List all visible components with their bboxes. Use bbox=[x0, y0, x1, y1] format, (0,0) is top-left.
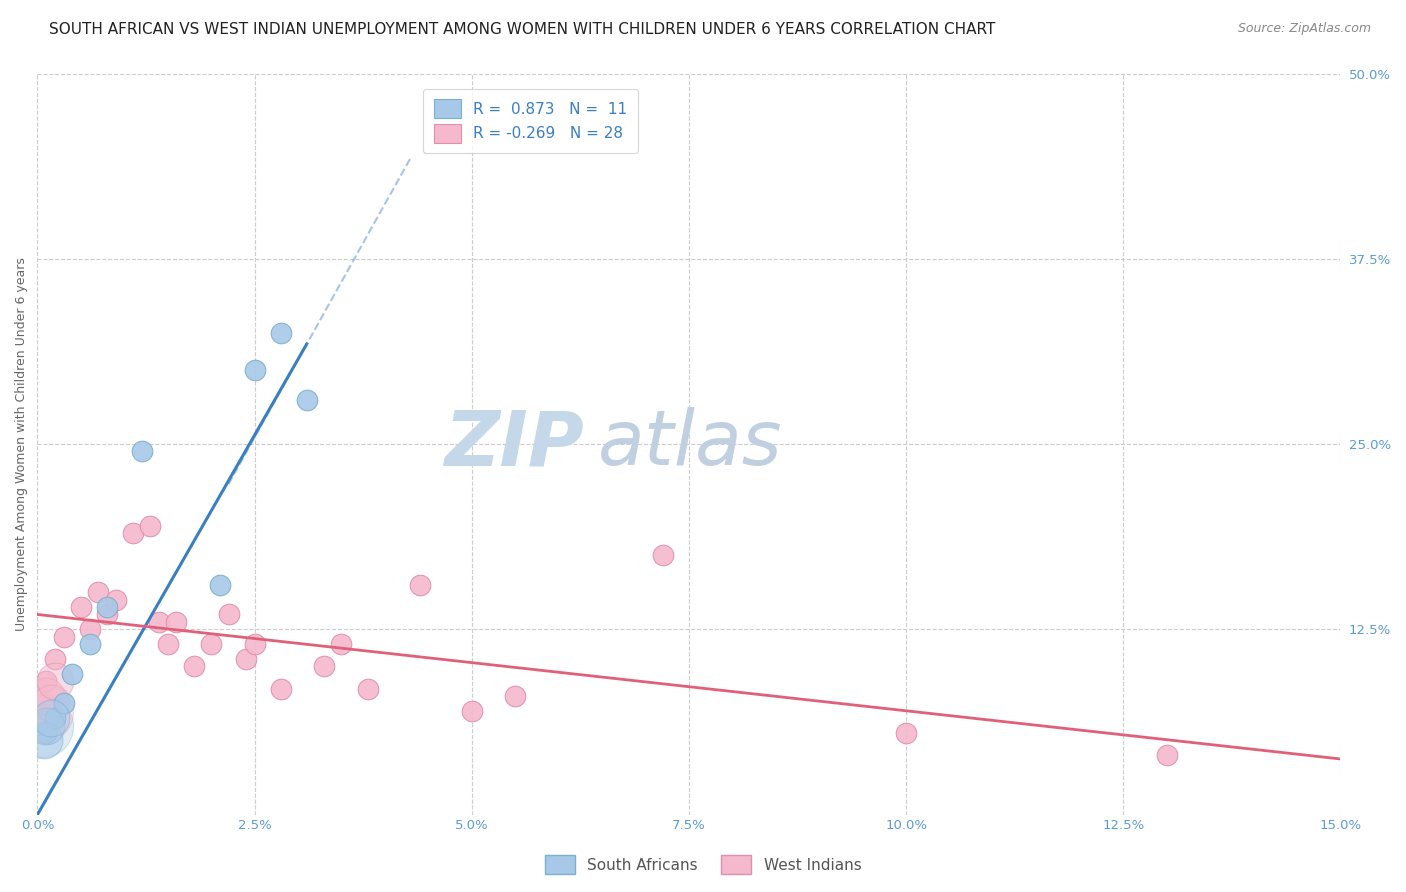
Point bbox=[139, 518, 162, 533]
Point bbox=[243, 637, 266, 651]
Point bbox=[503, 689, 526, 703]
Point bbox=[270, 681, 292, 696]
Point bbox=[408, 578, 430, 592]
Point bbox=[461, 704, 484, 718]
Text: SOUTH AFRICAN VS WEST INDIAN UNEMPLOYMENT AMONG WOMEN WITH CHILDREN UNDER 6 YEAR: SOUTH AFRICAN VS WEST INDIAN UNEMPLOYMEN… bbox=[49, 22, 995, 37]
Point bbox=[87, 585, 110, 599]
Point bbox=[122, 525, 145, 540]
Point bbox=[52, 697, 75, 711]
Point bbox=[183, 659, 205, 673]
Point bbox=[200, 637, 222, 651]
Point bbox=[52, 630, 75, 644]
Point bbox=[31, 704, 53, 718]
Text: Source: ZipAtlas.com: Source: ZipAtlas.com bbox=[1237, 22, 1371, 36]
Point bbox=[165, 615, 187, 629]
Point bbox=[70, 600, 93, 615]
Point bbox=[651, 548, 673, 562]
Point bbox=[235, 652, 257, 666]
Legend: South Africans, West Indians: South Africans, West Indians bbox=[538, 849, 868, 880]
Point bbox=[60, 666, 83, 681]
Point bbox=[35, 674, 58, 689]
Y-axis label: Unemployment Among Women with Children Under 6 years: Unemployment Among Women with Children U… bbox=[15, 257, 28, 631]
Point bbox=[44, 711, 66, 725]
Point bbox=[208, 578, 231, 592]
Point bbox=[96, 600, 118, 615]
Point bbox=[31, 718, 53, 732]
Point bbox=[295, 392, 318, 407]
Point bbox=[1156, 748, 1178, 763]
Point bbox=[314, 659, 336, 673]
Point bbox=[894, 726, 917, 740]
Point bbox=[35, 718, 58, 732]
Point bbox=[131, 444, 153, 458]
Point bbox=[156, 637, 179, 651]
Point bbox=[270, 326, 292, 340]
Point bbox=[104, 592, 127, 607]
Point bbox=[35, 726, 58, 740]
Point bbox=[39, 697, 62, 711]
Point bbox=[79, 637, 101, 651]
Point bbox=[39, 711, 62, 725]
Text: atlas: atlas bbox=[598, 407, 782, 481]
Point bbox=[34, 733, 56, 747]
Point bbox=[330, 637, 353, 651]
Point bbox=[243, 363, 266, 377]
Point bbox=[79, 622, 101, 636]
Point bbox=[44, 652, 66, 666]
Point bbox=[96, 607, 118, 622]
Point bbox=[31, 704, 53, 718]
Legend: R =  0.873   N =  11, R = -0.269   N = 28: R = 0.873 N = 11, R = -0.269 N = 28 bbox=[423, 88, 638, 153]
Point bbox=[218, 607, 240, 622]
Text: ZIP: ZIP bbox=[444, 407, 585, 481]
Point bbox=[44, 674, 66, 689]
Point bbox=[148, 615, 170, 629]
Point bbox=[35, 689, 58, 703]
Point bbox=[356, 681, 378, 696]
